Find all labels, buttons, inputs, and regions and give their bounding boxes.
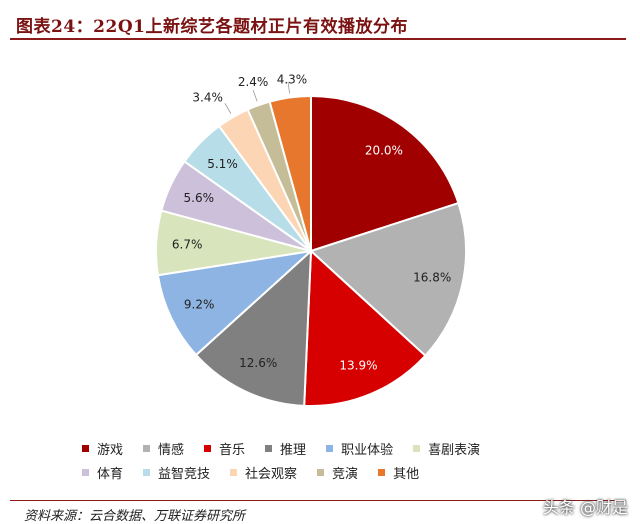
legend-label-4: 职业体验	[341, 442, 394, 458]
legend-swatch-10	[378, 468, 386, 476]
legend-swatch-3	[265, 444, 273, 452]
legend-swatch-2	[204, 444, 212, 452]
source-note: 资料来源：云合数据、万联证券研究所	[10, 500, 626, 524]
title-bar: 图表24：22Q1上新综艺各题材正片有效播放分布	[10, 8, 626, 40]
legend-label-10: 其他	[393, 466, 420, 482]
legend-swatch-9	[317, 468, 325, 476]
legend-item-8: 社会观察	[230, 463, 297, 482]
pie-slice-2	[303, 248, 427, 407]
legend-item-10: 其他	[378, 463, 419, 482]
legend-label-9: 竞演	[332, 466, 359, 482]
legend-swatch-8	[230, 468, 238, 476]
slice-label-7: 5.1%	[207, 157, 238, 171]
chart-legend: 游戏 情感 音乐 推理 职业体验 喜剧表演体育 益智竞技 社会观察 竞演 其他	[82, 436, 582, 484]
legend-swatch-0	[82, 444, 89, 452]
legend-item-3: 推理	[265, 439, 306, 458]
legend-item-6: 体育	[82, 463, 123, 482]
legend-swatch-7	[143, 468, 151, 476]
watermark: 头条 @财是	[542, 498, 628, 517]
legend-swatch-1	[143, 444, 151, 452]
leader-line-9	[252, 89, 258, 102]
slice-label-9: 2.4%	[238, 75, 269, 89]
chart-title: 图表24：22Q1上新综艺各题材正片有效播放分布	[16, 17, 408, 37]
legend-item-5: 喜剧表演	[413, 439, 480, 458]
pie-slice-0	[310, 94, 460, 253]
pie-slice-4	[156, 249, 315, 357]
slice-label-3: 12.6%	[239, 356, 277, 370]
legend-item-9: 竞演	[317, 463, 358, 482]
legend-swatch-6	[82, 468, 89, 476]
slice-label-8: 3.4%	[192, 90, 223, 104]
legend-item-0: 游戏	[82, 439, 123, 458]
legend-label-5: 喜剧表演	[428, 442, 481, 458]
legend-label-6: 体育	[97, 466, 124, 482]
leader-line-10	[287, 81, 290, 94]
source-text: 资料来源：云合数据、万联证券研究所	[24, 509, 246, 524]
slice-label-4: 9.2%	[184, 298, 215, 312]
legend-label-8: 社会观察	[245, 466, 298, 482]
pie-chart: 20.0% 16.8% 13.9% 12.6% 9.2% 6.7% 5.6% 5.1% 3.4%…	[155, 73, 467, 407]
legend-label-1: 情感	[158, 442, 185, 458]
slice-label-1: 16.8%	[413, 270, 451, 284]
legend-label-3: 推理	[280, 442, 307, 458]
legend-swatch-4	[326, 444, 334, 452]
legend-item-1: 情感	[143, 439, 184, 458]
legend-row-0: 游戏 情感 音乐 推理 职业体验 喜剧表演	[82, 436, 582, 460]
slice-label-5: 6.7%	[172, 237, 203, 251]
leader-line-8	[224, 103, 232, 114]
slice-label-2: 13.9%	[339, 359, 377, 373]
legend-label-2: 音乐	[219, 442, 246, 458]
legend-item-2: 音乐	[204, 439, 245, 458]
legend-row-1: 体育 益智竞技 社会观察 竞演 其他	[82, 460, 582, 484]
slice-label-0: 20.0%	[365, 144, 403, 158]
slice-label-6: 5.6%	[184, 191, 215, 205]
legend-swatch-5	[413, 444, 421, 452]
slice-label-10: 4.3%	[277, 73, 308, 87]
legend-label-7: 益智竞技	[158, 466, 211, 482]
pie-slice-3	[194, 248, 313, 407]
legend-label-0: 游戏	[97, 442, 124, 458]
legend-item-7: 益智竞技	[143, 463, 210, 482]
pie-slice-1	[309, 201, 467, 358]
legend-item-4: 职业体验	[326, 439, 393, 458]
pie-slice-10	[268, 94, 312, 252]
